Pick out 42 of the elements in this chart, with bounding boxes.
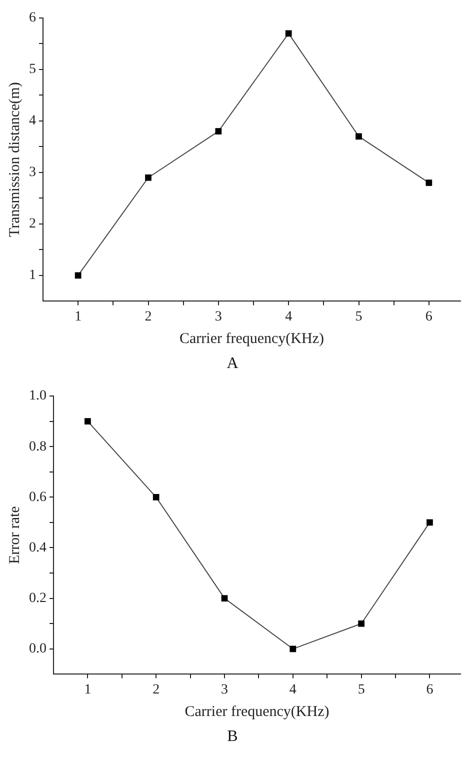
y-tick-label: 5 xyxy=(29,62,36,78)
point xyxy=(74,272,82,279)
x-tick-label: 2 xyxy=(144,309,152,324)
point xyxy=(356,133,362,140)
y-tick-label: 0.6 xyxy=(29,490,46,505)
text: A xyxy=(226,354,240,374)
x-tick-label: 6 xyxy=(426,682,434,698)
point xyxy=(426,180,432,186)
point xyxy=(221,595,228,602)
point xyxy=(426,519,433,526)
y-tick-label: 0.0 xyxy=(29,642,46,657)
y-tick-label: 1.0 xyxy=(29,388,46,404)
y-axis-title: Error rate xyxy=(6,506,23,564)
point xyxy=(84,418,91,424)
x-axis-title: Carrier frequency(KHz) xyxy=(180,330,324,347)
x-tick-label: 5 xyxy=(358,682,365,698)
point xyxy=(290,646,296,652)
y-tick-label: 0.2 xyxy=(29,591,46,606)
x-tick-label: 6 xyxy=(425,309,432,324)
y-tick-label: 0.4 xyxy=(29,540,46,556)
x-tick-label: 4 xyxy=(285,309,292,324)
y-tick-label: 6 xyxy=(29,10,36,26)
x-tick-label: 5 xyxy=(355,309,362,324)
point xyxy=(285,30,292,37)
x-axis-title: Carrier frequency(KHz) xyxy=(184,704,330,720)
x-tick-label: 2 xyxy=(152,682,160,698)
x-tick-label: 3 xyxy=(221,682,228,698)
x-tick-label: 1 xyxy=(84,682,92,698)
y-tick-label: 0.8 xyxy=(29,439,46,454)
point xyxy=(215,128,222,134)
x-tick-label: 1 xyxy=(74,309,82,324)
y-tick-label: 3 xyxy=(29,165,36,180)
point xyxy=(145,174,152,181)
x-tick-label: 4 xyxy=(289,682,296,698)
point xyxy=(152,494,160,500)
y-tick-label: 4 xyxy=(29,114,36,129)
point xyxy=(358,620,364,627)
y-tick-label: 2 xyxy=(29,216,36,232)
y-axis-title: Transmission distance(m) xyxy=(6,82,23,238)
text: B xyxy=(226,727,239,747)
y-tick-label: 1 xyxy=(29,268,36,284)
x-tick-label: 3 xyxy=(214,309,222,324)
